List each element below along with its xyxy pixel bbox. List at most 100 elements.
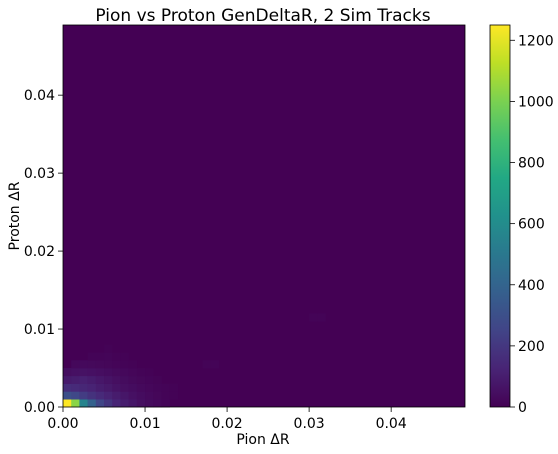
y-tick-label: 0.00	[24, 400, 55, 416]
heatmap-cell	[87, 375, 97, 384]
heatmap-cell	[136, 399, 146, 408]
heatmap-cell	[79, 383, 88, 392]
heatmap-cell	[128, 391, 138, 400]
x-axis-label: Pion ΔR	[236, 432, 289, 448]
colorbar-tick-label: 1200	[518, 33, 554, 49]
y-tick-label: 0.03	[24, 166, 55, 182]
heatmap-cell	[104, 368, 113, 377]
heatmap-cell	[95, 360, 105, 369]
heatmap-cell	[202, 360, 211, 369]
y-axis: 0.00 0.01 0.02 0.03 0.04	[24, 88, 63, 416]
heatmap-cell	[136, 375, 146, 384]
heatmap-cell	[128, 360, 138, 369]
heatmap-cell	[71, 391, 80, 400]
colorbar-tick-label: 800	[518, 156, 545, 172]
heatmap-cell	[161, 399, 170, 408]
heatmap-cell	[71, 383, 80, 392]
heatmap-cell	[71, 399, 80, 408]
x-tick-label: 0.00	[47, 416, 78, 432]
heatmap-cell	[79, 360, 88, 369]
heatmap-cell	[87, 391, 97, 400]
colorbar-tick-label: 600	[518, 217, 545, 233]
heatmap-cell	[71, 375, 80, 384]
heatmap-cell	[79, 375, 88, 384]
plot-frame	[62, 24, 466, 408]
heatmap-cell	[79, 399, 88, 408]
heatmap-cell	[169, 391, 179, 400]
heatmap-cell	[87, 399, 97, 408]
heatmap-cell	[104, 391, 113, 400]
heatmap-cell	[104, 383, 113, 392]
x-tick-label: 0.03	[294, 416, 325, 432]
x-tick-label: 0.04	[376, 416, 407, 432]
heatmap-cell	[120, 399, 129, 408]
heatmap-cell	[128, 375, 138, 384]
heatmap-cell	[145, 391, 154, 400]
heatmap-cell	[136, 383, 146, 392]
heatmap-cell	[153, 399, 162, 408]
heatmap-cell	[128, 368, 138, 377]
heatmap-cell	[104, 375, 113, 384]
heatmap-cell	[87, 368, 97, 377]
x-tick-label: 0.01	[129, 416, 160, 432]
heatmap-cell	[136, 368, 146, 377]
heatmap-cell	[128, 383, 138, 392]
heatmap-cell	[95, 391, 105, 400]
heatmap-cell	[161, 391, 170, 400]
heatmap-cell	[63, 368, 72, 377]
heatmap-cell	[112, 391, 121, 400]
heatmap-cell	[145, 399, 154, 408]
heatmap-cell	[104, 352, 113, 361]
heatmap-cell	[95, 399, 105, 408]
heatmap-cell	[71, 368, 80, 377]
heatmap-cell	[317, 313, 326, 322]
heatmap-cell	[63, 391, 72, 400]
heatmap-cell	[63, 399, 72, 408]
heatmap-cell	[120, 375, 129, 384]
chart-title: Pion vs Proton GenDeltaR, 2 Sim Tracks	[95, 6, 430, 26]
y-tick-label: 0.01	[24, 322, 55, 338]
colorbar-frame	[489, 24, 511, 408]
x-axis: 0.00 0.01 0.02 0.03 0.04	[47, 407, 407, 432]
heatmap-cell	[87, 383, 97, 392]
heatmap-cell	[120, 391, 129, 400]
heatmap-cell	[120, 368, 129, 377]
x-tick-label: 0.02	[211, 416, 242, 432]
heatmap-cell	[112, 399, 121, 408]
heatmap-cell	[95, 368, 105, 377]
heatmap-background	[63, 25, 465, 407]
heatmap-cell	[120, 383, 129, 392]
heatmap-cell	[79, 391, 88, 400]
heatmap-cell	[145, 375, 154, 384]
heatmap-cell	[210, 360, 220, 369]
y-axis-label: Proton ΔR	[7, 181, 23, 250]
colorbar-tick-label: 0	[518, 400, 527, 416]
heatmap-cell	[112, 352, 121, 361]
heatmap-cell	[136, 391, 146, 400]
heatmap-cell	[95, 383, 105, 392]
heatmap-cell	[161, 383, 170, 392]
heatmap-cell	[104, 399, 113, 408]
heatmap-cell	[104, 360, 113, 369]
y-tick-label: 0.04	[24, 88, 55, 104]
heatmap-cell	[112, 360, 121, 369]
y-tick-label: 0.02	[24, 244, 55, 260]
heatmap-cell	[63, 375, 72, 384]
colorbar-tick-label: 200	[518, 339, 545, 355]
heatmap-cell	[95, 352, 105, 361]
heatmap-cell	[153, 383, 162, 392]
heatmap-cell	[104, 344, 113, 353]
heatmap-cell	[153, 391, 162, 400]
heatmap-cell	[128, 399, 138, 408]
heatmap-cell	[79, 368, 88, 377]
heatmap-cell	[169, 383, 179, 392]
heatmap-cell	[145, 368, 154, 377]
heatmap-cell	[309, 313, 318, 322]
heatmap-cell	[63, 383, 72, 392]
colorbar-tick-label: 400	[518, 278, 545, 294]
heatmap-cell	[120, 352, 129, 361]
heatmap-cell	[87, 352, 97, 361]
heatmap-cell	[112, 375, 121, 384]
heatmap-cell	[120, 360, 129, 369]
